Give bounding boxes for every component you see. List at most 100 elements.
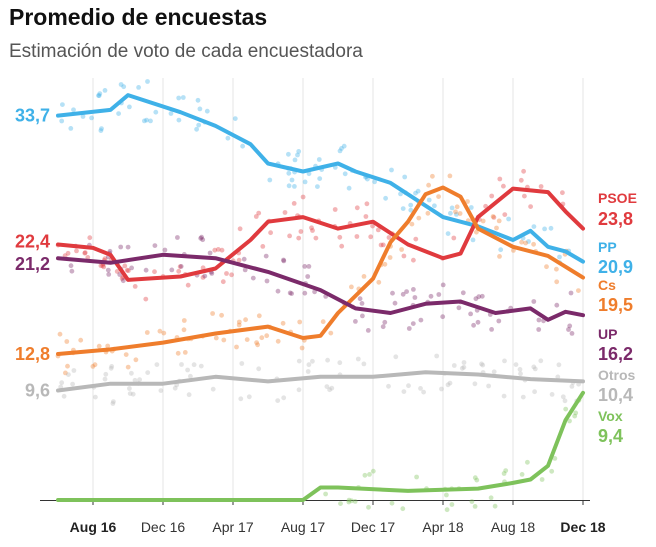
poll-dot xyxy=(531,241,536,247)
poll-dot xyxy=(96,93,101,98)
poll-dot xyxy=(576,288,581,293)
poll-dot xyxy=(176,117,182,123)
poll-dot xyxy=(253,214,259,219)
poll-dot xyxy=(383,195,388,201)
poll-dot xyxy=(359,301,365,306)
poll-dot xyxy=(185,282,191,288)
poll-dot xyxy=(310,228,315,233)
poll-dot xyxy=(306,362,312,368)
poll-dot xyxy=(180,95,186,100)
poll-dot xyxy=(142,118,147,124)
poll-dot xyxy=(563,406,569,412)
poll-dot xyxy=(145,370,151,375)
poll-dot xyxy=(523,240,528,246)
poll-dot xyxy=(365,328,371,333)
end-value-vox: 9,4 xyxy=(598,426,623,446)
poll-dot xyxy=(566,327,571,332)
poll-dot xyxy=(119,276,125,281)
poll-dots xyxy=(55,79,582,513)
poll-dot xyxy=(153,109,159,115)
poll-dot xyxy=(70,381,75,387)
poll-dot xyxy=(315,184,320,190)
poll-dot xyxy=(489,193,495,199)
poll-dot xyxy=(554,266,559,272)
x-tick-label: Dec 16 xyxy=(141,519,186,535)
poll-dot xyxy=(538,358,544,364)
trend-line-vox xyxy=(56,390,585,502)
poll-dot xyxy=(98,128,104,134)
poll-dot xyxy=(465,199,470,204)
poll-dot xyxy=(554,279,560,285)
poll-dot xyxy=(569,331,575,336)
poll-dot xyxy=(118,82,124,87)
trend-line-up xyxy=(56,252,585,322)
poll-dot xyxy=(129,370,134,376)
poll-dot xyxy=(105,267,111,273)
poll-dot xyxy=(445,231,451,237)
poll-dot xyxy=(71,368,77,373)
poll-dot xyxy=(82,250,88,256)
poll-dot xyxy=(240,143,246,149)
poll-dot xyxy=(387,255,393,260)
poll-dot xyxy=(569,384,575,389)
poll-dot xyxy=(317,176,323,182)
poll-dot xyxy=(57,331,63,337)
poll-dot xyxy=(454,204,460,210)
poll-dot xyxy=(309,225,314,231)
poll-dot xyxy=(536,327,542,332)
poll-dot xyxy=(480,362,486,368)
poll-dot xyxy=(143,267,149,273)
poll-dot xyxy=(71,107,76,113)
x-tick-label: Dec 17 xyxy=(351,519,396,535)
poll-dot xyxy=(361,361,367,367)
poll-dot xyxy=(538,184,544,189)
poll-dot xyxy=(78,337,84,343)
poll-dot xyxy=(250,275,256,281)
poll-dot xyxy=(392,300,398,306)
poll-dot xyxy=(522,193,527,199)
poll-dot xyxy=(506,216,511,222)
poll-dot xyxy=(109,364,115,369)
poll-dot xyxy=(316,157,322,162)
poll-dot xyxy=(451,235,457,241)
poll-dot xyxy=(486,383,491,389)
poll-dot xyxy=(386,383,391,389)
chart-title: Promedio de encuestas xyxy=(9,4,268,30)
poll-dot xyxy=(357,296,363,302)
poll-dot xyxy=(560,190,565,196)
poll-dot xyxy=(556,362,562,368)
poll-dot xyxy=(154,362,160,367)
poll-dot xyxy=(238,396,244,402)
poll-dot xyxy=(517,367,523,372)
poll-dot xyxy=(528,204,533,210)
poll-dot xyxy=(85,255,91,260)
trend-line-cs xyxy=(56,185,585,356)
poll-dot xyxy=(120,278,126,284)
poll-dot xyxy=(337,234,343,240)
start-label-up: 21,2 xyxy=(15,254,50,274)
end-value-pp: 20,9 xyxy=(598,257,633,277)
poll-dot xyxy=(122,263,128,269)
poll-dot xyxy=(457,211,463,216)
poll-dot xyxy=(296,387,302,393)
poll-dot xyxy=(121,84,127,90)
poll-dot xyxy=(96,93,102,98)
poll-dot xyxy=(168,111,174,116)
poll-dot xyxy=(259,335,265,341)
poll-dot xyxy=(567,418,572,424)
poll-dot xyxy=(132,284,138,289)
poll-dot xyxy=(389,500,395,506)
poll-dot xyxy=(501,471,507,476)
poll-dot xyxy=(194,126,200,132)
x-tick-label: Apr 17 xyxy=(212,519,253,535)
poll-dot xyxy=(198,235,204,241)
poll-dot xyxy=(402,174,408,180)
poll-dot xyxy=(236,257,242,263)
poll-dot xyxy=(376,279,382,285)
poll-dot xyxy=(188,373,193,379)
poll-dot xyxy=(531,364,537,370)
poll-dot xyxy=(175,235,180,240)
poll-dot xyxy=(479,361,484,367)
poll-dot xyxy=(305,274,311,279)
